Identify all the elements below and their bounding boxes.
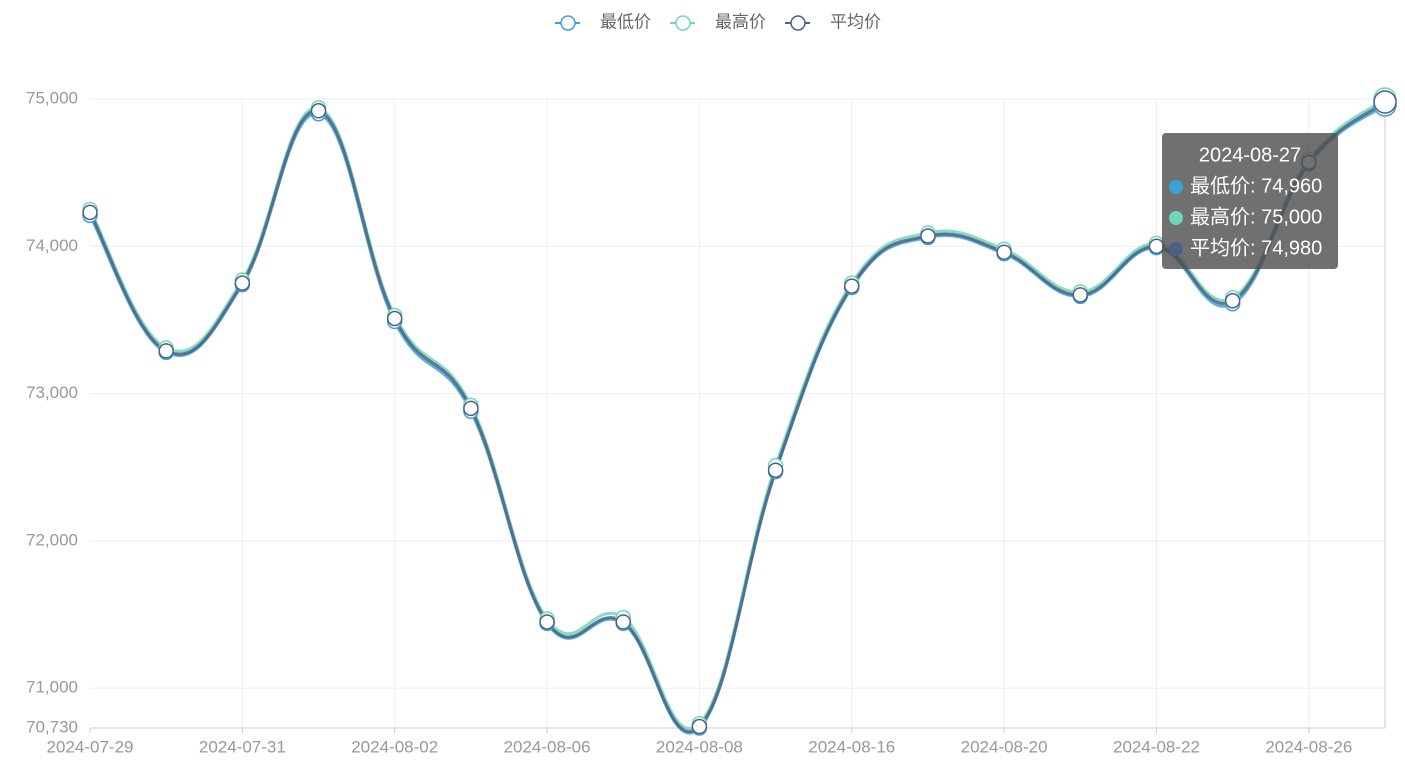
tooltip-row: 最高价: 75,000	[1190, 205, 1322, 228]
x-tick-label: 2024-08-26	[1265, 737, 1352, 756]
point	[1148, 238, 1165, 255]
x-tick-label: 2024-07-29	[47, 737, 134, 756]
x-tick-label: 2024-08-22	[1113, 737, 1200, 756]
point	[996, 244, 1012, 260]
tooltip-row: 最低价: 74,960	[1190, 174, 1322, 197]
point	[1373, 90, 1397, 114]
point	[1072, 287, 1089, 303]
x-tick-label: 2024-08-08	[656, 737, 743, 756]
legend-label: 最高价	[715, 12, 766, 31]
point	[463, 400, 479, 417]
tooltip-dot	[1169, 242, 1183, 256]
legend-label: 最低价	[600, 12, 651, 31]
point	[691, 718, 708, 735]
legend-item[interactable]: 平均价	[785, 12, 881, 31]
point	[615, 614, 631, 630]
legend-icon	[675, 15, 691, 31]
x-tick-label: 2024-08-16	[808, 737, 895, 756]
point	[386, 310, 403, 327]
x-tick-label: 2024-08-02	[351, 737, 438, 756]
legend-label: 平均价	[830, 12, 881, 31]
tooltip-box	[1162, 133, 1338, 269]
tooltip: 2024-08-27 最低价: 74,960 最高价: 75,000 平均价: 74,…	[1162, 133, 1338, 269]
y-tick-label: 70,730	[26, 717, 78, 736]
point	[310, 103, 327, 119]
point	[767, 462, 784, 478]
legend-icon	[790, 15, 806, 31]
point	[1224, 293, 1241, 309]
tooltip-dot	[1169, 180, 1183, 194]
tooltip-title: 2024-08-27	[1199, 144, 1301, 166]
y-tick-label: 73,000	[26, 383, 78, 402]
x-tick-label: 2024-07-31	[199, 737, 286, 756]
tooltip-dot	[1169, 211, 1183, 225]
point	[920, 228, 936, 244]
tooltip-row: 平均价: 74,980	[1190, 236, 1322, 259]
x-tick-label: 2024-08-06	[504, 737, 591, 756]
legend-item[interactable]: 最高价	[670, 12, 766, 31]
point	[234, 275, 251, 291]
y-tick-label: 72,000	[26, 530, 78, 549]
y-tick-label: 74,000	[26, 236, 78, 255]
y-tick-label: 71,000	[26, 678, 78, 697]
point	[844, 278, 860, 294]
legend-item[interactable]: 最低价	[555, 12, 651, 31]
point	[158, 343, 174, 359]
y-tick-label: 75,000	[26, 88, 78, 107]
x-tick-label: 2024-08-20	[961, 737, 1048, 756]
point	[539, 614, 555, 630]
point	[82, 204, 98, 221]
legend-icon	[560, 15, 576, 31]
